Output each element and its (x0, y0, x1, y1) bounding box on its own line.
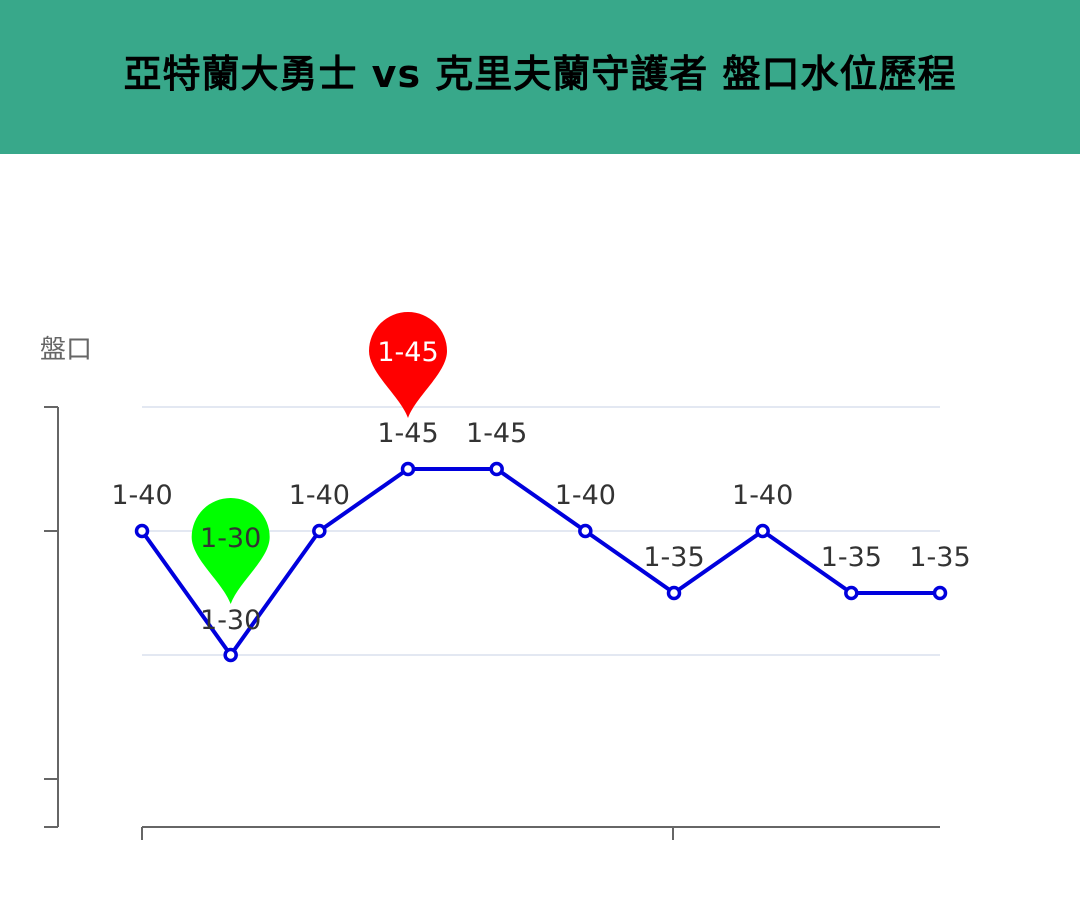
data-labels: 1-40 1-30 1-40 1-45 1-45 1-40 1-35 1-40 1-35 1-35 (111, 418, 970, 636)
data-label: 1-45 (466, 418, 527, 449)
data-label: 1-40 (111, 480, 172, 511)
data-label: 1-40 (732, 480, 793, 511)
data-point (489, 461, 504, 477)
data-point (666, 585, 682, 601)
max-marker-shape (369, 312, 447, 418)
data-label: 1-35 (643, 542, 704, 573)
line-chart: 盤口 1-401-301-401-45 1-451-401-351-401-35 1… (40, 312, 971, 840)
series-path (140, 467, 940, 657)
min-marker-label: 1-30 (200, 523, 261, 554)
extreme-markers: 1-45 1-30 (191, 312, 447, 604)
data-point (223, 647, 238, 663)
data-point (578, 523, 593, 539)
grid-lines (142, 406, 940, 656)
data-label: 1-35 (909, 542, 970, 573)
max-marker-label: 1-45 (377, 337, 438, 368)
axes: 盤口 (40, 335, 940, 840)
chart-title: 亞特蘭大勇士 vs 克里夫蘭守護者 盤口水位歷程 (123, 51, 957, 96)
data-label: 1-45 (377, 418, 438, 449)
data-point (844, 585, 859, 601)
data-point (312, 523, 327, 539)
data-label: 1-30 (200, 605, 261, 636)
y-axis-label: 盤口 (40, 335, 92, 365)
data-point (755, 523, 770, 539)
data-point (134, 523, 150, 539)
data-label: 1-40 (555, 480, 616, 511)
data-point (400, 461, 416, 477)
data-label: 1-40 (289, 480, 350, 511)
data-point (932, 585, 948, 601)
data-label: 1-35 (821, 542, 882, 573)
chart-header: 亞特蘭大勇士 vs 克里夫蘭守護者 盤口水位歷程 (0, 0, 1080, 154)
min-marker-shape (191, 497, 270, 604)
series-line (134, 461, 948, 663)
